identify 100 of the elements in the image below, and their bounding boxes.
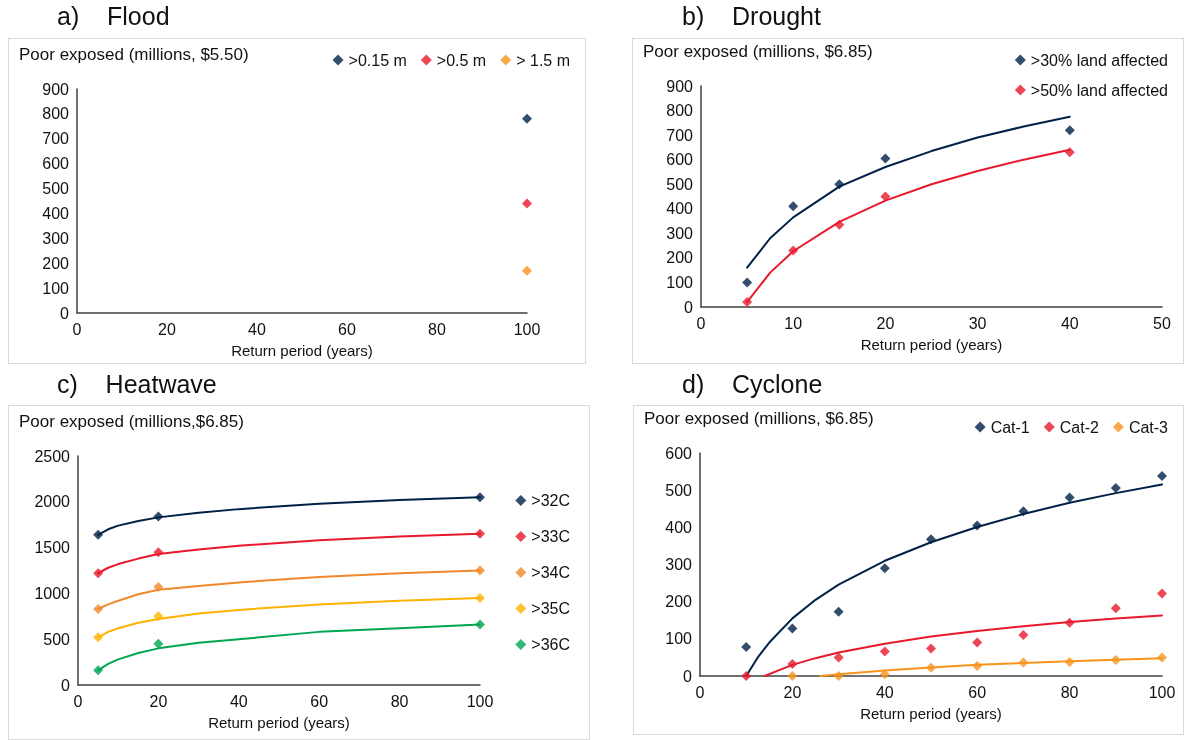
x-axis-title: Return period (years) <box>860 336 1003 353</box>
x-tick-label: 80 <box>1060 683 1079 701</box>
point <box>879 669 890 680</box>
y-tick-label: 200 <box>666 249 694 267</box>
x-tick-label: 100 <box>1148 683 1176 701</box>
x-tick-label: 0 <box>73 692 83 710</box>
point <box>926 643 936 654</box>
y-tick-label: 700 <box>42 130 70 148</box>
y-tick-label: 600 <box>665 444 693 462</box>
point <box>1110 482 1121 493</box>
x-tick-label: 100 <box>466 692 494 710</box>
y-tick-label: 500 <box>43 630 71 648</box>
x-tick-label: 50 <box>1153 314 1171 332</box>
x-tick-label: 20 <box>158 320 176 338</box>
y-tick-label: 500 <box>42 180 70 198</box>
x-tick-label: 20 <box>149 692 168 710</box>
y-tick-label: 2000 <box>34 493 71 511</box>
y-tick-label: 1000 <box>34 584 71 602</box>
point <box>1064 656 1075 667</box>
point <box>972 660 983 671</box>
y-tick-label: 200 <box>42 254 70 272</box>
x-tick-label: 40 <box>248 320 266 338</box>
y-tick-label: 300 <box>666 224 694 242</box>
y-tick-label: 900 <box>42 80 70 98</box>
y-axis-title: Poor exposed (millions,$6.85) <box>19 412 244 431</box>
point <box>475 565 485 576</box>
x-tick-label: 100 <box>513 320 541 338</box>
point <box>926 534 936 545</box>
point <box>880 191 891 202</box>
point <box>741 671 752 681</box>
legend-label: Cat-3 <box>1128 418 1169 436</box>
point <box>153 611 164 622</box>
legend-label: >34C <box>531 564 571 581</box>
point <box>834 219 845 230</box>
y-axis-title: Poor exposed (millions, $6.85) <box>643 42 873 61</box>
legend-label: >0.15 m <box>348 51 407 69</box>
point <box>879 646 890 657</box>
y-tick-label: 900 <box>666 77 694 95</box>
legend-label: >35C <box>531 600 571 617</box>
x-tick-label: 30 <box>968 314 987 332</box>
legend-label: >30% land affected <box>1030 51 1169 69</box>
point <box>742 277 753 288</box>
legend-label: >50% land affected <box>1030 81 1169 99</box>
legend-label: Cat-2 <box>1059 418 1099 436</box>
x-tick-label: 80 <box>428 320 446 338</box>
point <box>1157 471 1167 482</box>
y-tick-label: 300 <box>665 556 693 573</box>
legend-label: Cat-1 <box>990 418 1030 436</box>
y-axis-title: Poor exposed (millions, $6.85) <box>644 409 874 428</box>
point <box>153 638 164 649</box>
y-tick-label: 500 <box>666 175 694 193</box>
point <box>787 659 798 670</box>
point <box>93 665 104 676</box>
point <box>93 529 104 540</box>
point <box>833 606 844 617</box>
x-tick-label: 0 <box>695 683 705 701</box>
point <box>879 563 890 574</box>
x-tick-label: 10 <box>784 314 803 332</box>
point <box>1157 652 1167 663</box>
y-tick-label: 1500 <box>34 539 71 557</box>
point <box>880 153 891 164</box>
legend-label: > 1.5 m <box>516 51 571 69</box>
point <box>742 297 753 308</box>
point <box>93 568 104 579</box>
point <box>972 637 983 648</box>
line-series <box>763 614 1163 677</box>
y-tick-label: 800 <box>666 102 694 120</box>
y-tick-label: 400 <box>665 518 693 536</box>
point <box>153 581 164 592</box>
point <box>972 520 983 531</box>
point <box>787 671 798 681</box>
legend-label: >33C <box>531 528 571 545</box>
point <box>1064 617 1075 628</box>
legend-label: >32C <box>531 492 571 509</box>
y-tick-label: 2500 <box>34 447 71 465</box>
point <box>93 632 104 643</box>
legend-label: >36C <box>531 636 571 653</box>
point <box>475 528 485 539</box>
chart-title: d) Cyclone <box>682 370 823 399</box>
y-axis-title: Poor exposed (millions, $5.50) <box>19 45 249 64</box>
point <box>834 179 845 190</box>
point <box>475 592 485 603</box>
y-tick-label: 200 <box>665 593 693 611</box>
point <box>153 511 164 522</box>
point <box>1018 630 1029 641</box>
x-tick-label: 0 <box>72 320 82 338</box>
point <box>788 245 799 256</box>
point <box>1110 655 1121 666</box>
point <box>1064 125 1075 136</box>
y-tick-label: 300 <box>42 229 70 247</box>
x-tick-label: 20 <box>783 683 802 701</box>
y-tick-label: 600 <box>42 155 70 173</box>
point <box>833 671 844 681</box>
y-tick-label: 100 <box>666 273 694 291</box>
x-tick-label: 60 <box>310 692 329 710</box>
point <box>475 492 485 503</box>
chart-title: b) Drought <box>682 2 821 31</box>
point <box>1064 492 1075 503</box>
point <box>1018 657 1029 668</box>
x-axis-title: Return period (years) <box>860 705 1002 722</box>
